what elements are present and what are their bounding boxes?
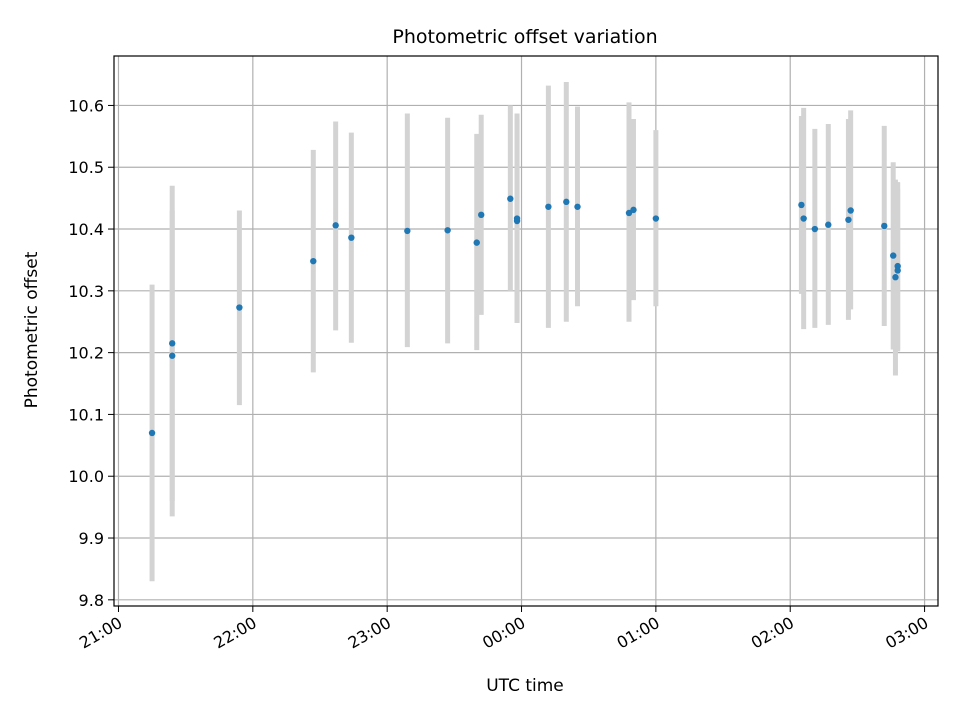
- data-point: [825, 221, 832, 228]
- y-tick-label: 10.0: [68, 467, 104, 486]
- data-point: [894, 267, 901, 274]
- data-point: [236, 304, 243, 311]
- data-point: [652, 215, 660, 222]
- y-axis-ticks: 9.8 9.9 10.0 10.1 10.2 10.3 10.4 10.5 10.6: [68, 96, 114, 610]
- data-point: [574, 203, 581, 210]
- data-point: [811, 225, 819, 233]
- data-point: [890, 252, 897, 259]
- x-tick-label: 22:00: [210, 613, 259, 653]
- data-point: [798, 201, 805, 209]
- plot-frame: [113, 55, 939, 607]
- data-point: [478, 211, 485, 219]
- x-tick-label: 21:00: [76, 613, 125, 653]
- x-tick-label: 03:00: [882, 613, 931, 653]
- data-point: [310, 257, 317, 265]
- y-tick-label: 10.6: [68, 96, 104, 115]
- y-tick-label: 9.9: [79, 529, 104, 548]
- data-point: [563, 198, 570, 206]
- y-tick-label: 9.8: [79, 591, 104, 610]
- data-point: [892, 274, 899, 281]
- chart-title: Photometric offset variation: [392, 26, 657, 48]
- data-point: [881, 222, 888, 230]
- y-tick-label: 10.2: [68, 344, 104, 363]
- data-point: [473, 239, 480, 246]
- data-point: [800, 215, 807, 222]
- data-point: [404, 227, 411, 235]
- x-tick-label: 01:00: [613, 613, 662, 653]
- data-point: [507, 195, 514, 202]
- data-point: [169, 352, 176, 359]
- data-point: [332, 222, 339, 229]
- data-points: [148, 195, 901, 437]
- x-tick-label: 23:00: [345, 613, 394, 653]
- data-point: [348, 234, 355, 241]
- x-tick-label: 00:00: [479, 613, 528, 653]
- x-axis-label: UTC time: [486, 676, 564, 696]
- data-point: [513, 215, 521, 222]
- data-point: [630, 206, 637, 214]
- x-axis-ticks: 21:00 22:00 23:00 00:00 01:00 02:00 03:00: [76, 606, 932, 653]
- data-point: [845, 216, 852, 223]
- data-point: [148, 429, 156, 437]
- data-point: [625, 209, 633, 217]
- y-axis-label: Photometric offset: [22, 251, 42, 408]
- data-point: [545, 203, 552, 210]
- y-tick-label: 10.3: [68, 282, 104, 301]
- data-point: [169, 340, 176, 347]
- y-tick-label: 10.1: [68, 405, 104, 424]
- y-tick-label: 10.4: [68, 220, 104, 239]
- error-bars: [149, 81, 901, 582]
- x-tick-label: 02:00: [748, 613, 797, 653]
- y-tick-label: 10.5: [68, 158, 104, 177]
- data-point: [847, 207, 854, 214]
- data-point: [444, 227, 451, 234]
